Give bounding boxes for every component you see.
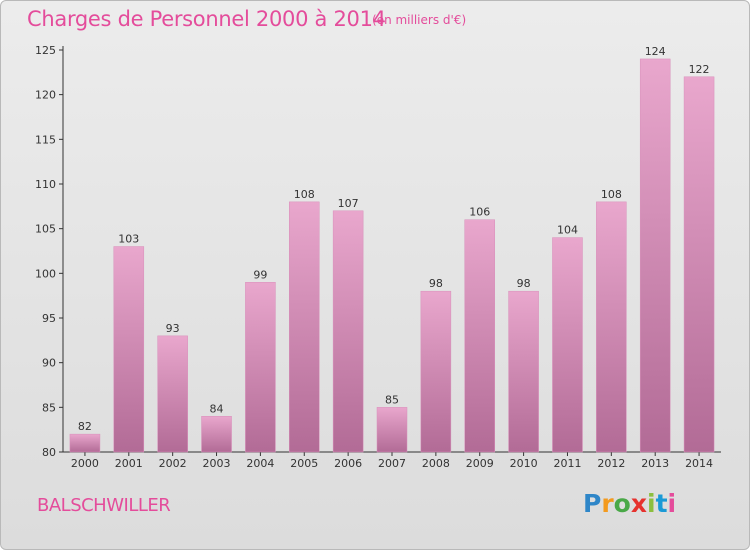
x-tick-label: 2008 xyxy=(422,457,450,470)
bar-value-label: 107 xyxy=(338,197,359,210)
x-tick-label: 2010 xyxy=(510,457,538,470)
bar-value-label: 108 xyxy=(294,188,315,201)
y-tick-label: 80 xyxy=(42,446,56,459)
bar-value-label: 98 xyxy=(517,277,531,290)
bar-value-label: 122 xyxy=(689,63,710,76)
y-tick-label: 125 xyxy=(35,44,56,57)
bar-value-label: 108 xyxy=(601,188,622,201)
x-tick-label: 2009 xyxy=(466,457,494,470)
chart-title: Charges de Personnel 2000 à 2014 xyxy=(27,7,386,31)
x-tick-label: 2005 xyxy=(290,457,318,470)
bar-value-label: 124 xyxy=(645,45,666,58)
x-tick-label: 2001 xyxy=(115,457,143,470)
bar-value-label: 104 xyxy=(557,224,578,237)
bar xyxy=(464,219,495,453)
x-tick-label: 2007 xyxy=(378,457,406,470)
x-tick-label: 2011 xyxy=(553,457,581,470)
bar-value-label: 98 xyxy=(429,277,443,290)
bar xyxy=(113,246,145,453)
x-tick-label: 2013 xyxy=(641,457,669,470)
bar-value-label: 84 xyxy=(210,402,224,415)
bar xyxy=(508,290,539,453)
bar xyxy=(201,416,232,453)
y-tick-label: 115 xyxy=(35,133,56,146)
bar-value-label: 106 xyxy=(469,206,490,219)
y-tick-label: 105 xyxy=(35,223,56,236)
chart-subtitle: (en milliers d'€) xyxy=(372,13,467,27)
bar xyxy=(552,237,583,453)
bar xyxy=(376,407,408,453)
bar xyxy=(289,201,320,453)
bar xyxy=(157,335,188,453)
y-tick-label: 85 xyxy=(42,401,56,414)
x-tick-label: 2002 xyxy=(159,457,187,470)
y-tick-label: 110 xyxy=(35,178,56,191)
bar xyxy=(683,76,715,453)
bar-value-label: 99 xyxy=(253,268,267,281)
y-tick-label: 120 xyxy=(35,89,56,102)
x-tick-label: 2004 xyxy=(246,457,274,470)
y-tick-label: 90 xyxy=(42,357,56,370)
x-tick-label: 2000 xyxy=(71,457,99,470)
x-tick-label: 2014 xyxy=(685,457,713,470)
commune-name: BALSCHWILLER xyxy=(37,495,171,516)
x-tick-label: 2006 xyxy=(334,457,362,470)
y-tick-label: 95 xyxy=(42,312,56,325)
bar xyxy=(596,201,627,453)
y-tick-label: 100 xyxy=(35,267,56,280)
x-tick-label: 2012 xyxy=(597,457,625,470)
bar xyxy=(420,290,452,453)
bar-value-label: 85 xyxy=(385,393,399,406)
bar xyxy=(332,210,364,453)
bar-value-label: 93 xyxy=(166,322,180,335)
bar-value-label: 82 xyxy=(78,420,92,433)
bar xyxy=(245,282,276,453)
bar xyxy=(69,433,101,453)
x-tick-label: 2003 xyxy=(203,457,231,470)
bar-value-label: 103 xyxy=(118,233,139,246)
bar xyxy=(639,58,671,453)
proxiti-logo[interactable]: Proxiti xyxy=(583,489,677,518)
